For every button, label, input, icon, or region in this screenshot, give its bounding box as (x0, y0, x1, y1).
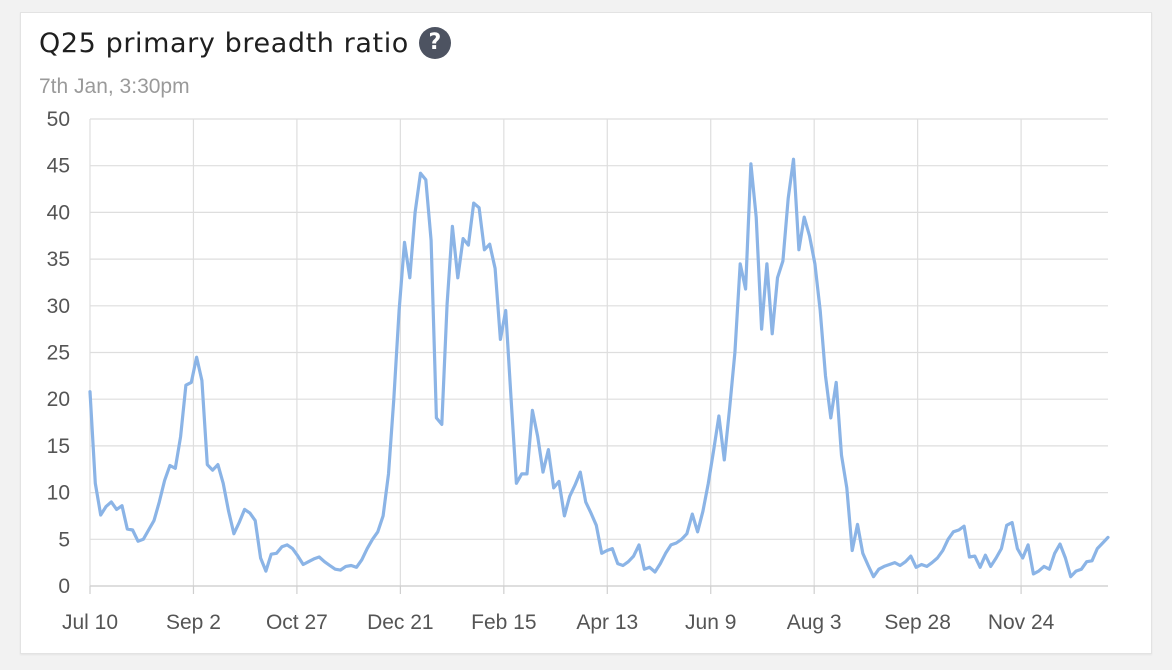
y-tick-label: 30 (47, 295, 70, 318)
x-tick-label: Jun 9 (685, 611, 736, 634)
x-tick-label: Sep 28 (884, 611, 951, 634)
y-tick-label: 20 (47, 388, 70, 411)
y-tick-label: 15 (47, 435, 70, 458)
y-tick-label: 25 (47, 342, 70, 365)
question-circle-icon[interactable]: ? (418, 27, 451, 59)
y-tick-label: 50 (47, 108, 70, 131)
x-tick-label: Dec 21 (367, 611, 434, 634)
chart-timestamp: 7th Jan, 3:30pm (39, 75, 190, 98)
y-tick-label: 45 (47, 155, 70, 178)
y-tick-label: 35 (47, 248, 70, 271)
series-line (88, 157, 1110, 579)
y-tick-label: 10 (47, 482, 70, 505)
chart-card: Q25 primary breadth ratio ? 7th Jan, 3:3… (20, 12, 1152, 654)
x-tick-label: Nov 24 (988, 611, 1055, 634)
y-tick-label: 0 (58, 575, 70, 598)
x-tick-label: Aug 3 (787, 611, 842, 634)
x-tick-label: Oct 27 (266, 611, 328, 634)
x-tick-label: Apr 13 (576, 611, 638, 634)
y-tick-label: 5 (58, 528, 70, 551)
y-tick-label: 40 (47, 201, 70, 224)
chart-title: Q25 primary breadth ratio (39, 27, 409, 59)
line-chart: 0 5 10 15 20 25 30 35 40 45 50 Jul 10 Sep 2 Oct 27 Dec… (47, 108, 1110, 634)
x-tick-label: Sep 2 (166, 611, 221, 634)
title-row: Q25 primary breadth ratio ? (39, 27, 451, 59)
x-tick-label: Jul 10 (62, 611, 118, 634)
x-tick-label: Feb 15 (471, 611, 536, 634)
